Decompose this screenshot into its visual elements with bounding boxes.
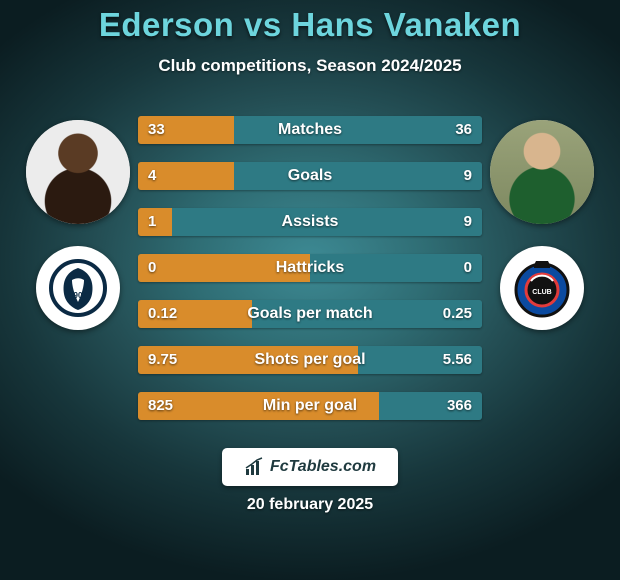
stat-label: Assists [138, 208, 482, 236]
page-title: Ederson vs Hans Vanaken [0, 0, 620, 44]
comparison-row: 1907 3336Matches 49Goals 19Assists 00Hattri… [0, 114, 620, 420]
stat-label: Hattricks [138, 254, 482, 282]
stat-bar: 0.120.25Goals per match [138, 300, 482, 328]
stat-bars: 3336Matches 49Goals 19Assists 00Hattricks 0.… [138, 114, 482, 420]
svg-text:CLUB: CLUB [532, 289, 551, 296]
stat-bar: 825366Min per goal [138, 392, 482, 420]
stat-bar: 9.755.56Shots per goal [138, 346, 482, 374]
brand-text: FcTables.com [270, 458, 376, 476]
atalanta-crest-icon: 1907 [48, 258, 108, 318]
stat-label: Min per goal [138, 392, 482, 420]
stat-bar: 3336Matches [138, 116, 482, 144]
right-club-badge: CLUB [500, 246, 584, 330]
fctables-logo-icon [244, 457, 264, 477]
stat-label: Matches [138, 116, 482, 144]
stat-label: Shots per goal [138, 346, 482, 374]
stat-bar: 19Assists [138, 208, 482, 236]
right-player-col: CLUB [482, 114, 602, 330]
brand-badge: FcTables.com [222, 448, 398, 486]
left-player-col: 1907 [18, 114, 138, 330]
footer-date: 20 february 2025 [0, 496, 620, 514]
left-player-avatar [26, 120, 130, 224]
club-brugge-crest-icon: CLUB [512, 258, 572, 318]
stat-bar: 49Goals [138, 162, 482, 190]
stat-label: Goals per match [138, 300, 482, 328]
right-player-avatar [490, 120, 594, 224]
stat-label: Goals [138, 162, 482, 190]
svg-text:1907: 1907 [69, 291, 87, 300]
left-club-badge: 1907 [36, 246, 120, 330]
stat-bar: 00Hattricks [138, 254, 482, 282]
subtitle: Club competitions, Season 2024/2025 [0, 56, 620, 76]
